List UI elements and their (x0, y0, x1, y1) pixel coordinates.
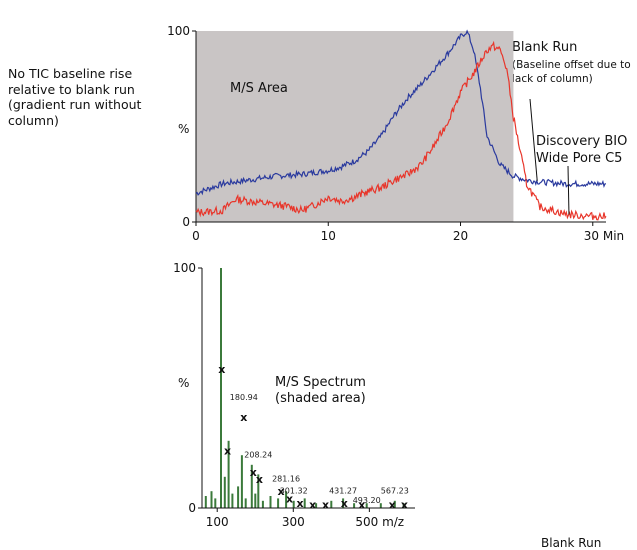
spectrum-peak-bar (210, 491, 213, 508)
spectrum-peak-bar (292, 500, 295, 508)
ms-spectrum-annotation-sub: (shaded area) (275, 391, 366, 406)
spectrum-peak-bar (277, 498, 280, 508)
spectrum-peak-label: 180.94 (230, 393, 258, 402)
spectrum-peak-bar (204, 496, 207, 508)
spectrum-peak-label: 567.23 (381, 487, 409, 496)
bottom-x-tick-label: 500 m/z (355, 515, 404, 529)
spectrum-peak-bar (379, 503, 382, 508)
spectrum-peak-bar (231, 493, 234, 508)
spectrum-peak-label: 493.20 (353, 496, 381, 505)
spectrum-x-marker: x (218, 363, 225, 376)
spectrum-peak-bar (285, 491, 288, 508)
spectrum-peak-bar (315, 503, 318, 508)
spectrum-peak-bar (353, 503, 356, 508)
series-blank-run-line (195, 29, 606, 196)
spectrum-peak-label: 208.24 (244, 451, 272, 460)
blank-run-pointer-line (529, 98, 538, 181)
spectrum-peak-bar (214, 498, 217, 508)
spectrum-peak-bar (237, 486, 240, 508)
spectrum-peak-bar (220, 268, 222, 508)
spectrum-peak-bar (257, 474, 260, 508)
spectrum-peak-bar (250, 464, 253, 508)
bottom-blank-run-label: Blank Run (541, 536, 602, 550)
spectrum-peak-bar (223, 476, 226, 508)
spectrum-peak-labels: 180.94 208.24 281.16 301.32 431.27493.20567.… (230, 393, 409, 505)
spectrum-peak-bar (330, 500, 333, 508)
spectrum-peak-bar (244, 498, 247, 508)
spectrum-x-marker: x (401, 498, 408, 511)
top-x-tick-label: 30 Min (584, 229, 624, 243)
spectrum-x-marker: x (240, 411, 247, 424)
ms-spectrum-annotation: M/S Spectrum (275, 375, 366, 390)
discovery-column-label: Discovery BIO Wide Pore C5 (536, 134, 628, 166)
spectrum-peak-bar (227, 440, 230, 508)
spectrum-peak-label: 301.32 (280, 487, 308, 496)
spectrum-x-marker: x (389, 498, 396, 511)
spectrum-x-marker: x (286, 492, 293, 505)
spectrum-peak-label: 431.27 (329, 487, 357, 496)
spectrum-peaks (204, 268, 405, 508)
bottom-y-tick-label: 100 (173, 261, 196, 275)
spectrum-x-marker: x (341, 497, 348, 510)
ms-area-shading (196, 31, 514, 222)
spectrum-peak-bar (402, 503, 405, 508)
spectrum-peak-label: 281.16 (272, 475, 300, 484)
spectrum-x-marker: x (256, 473, 263, 486)
spectrum-peak-bar (240, 455, 243, 508)
spectrum-x-marker: x (358, 498, 365, 511)
bottom-y-tick-label: 0 (188, 501, 196, 515)
top-x-ticks: 0 10 20 30 Min (192, 222, 624, 243)
spectrum-peak-bar (393, 500, 396, 508)
spectrum-peak-bar (269, 496, 272, 508)
series-discovery-c5-line (195, 40, 607, 221)
bottom-x-ticks: 100 300 500 m/z (206, 508, 404, 529)
spectrum-peak-bar (365, 503, 368, 508)
bottom-y-ticks: 0 100 (173, 261, 202, 515)
top-x-tick-label: 20 (453, 229, 468, 243)
note-no-tic-rise: No TIC baseline rise relative to blank r… (8, 66, 142, 128)
spectrum-x-marker: x (278, 485, 285, 498)
bottom-x-tick-label: 300 (282, 515, 305, 529)
top-y-tick-label: 100 (167, 24, 190, 38)
spectrum-x-marker: x (322, 498, 329, 511)
spectrum-peak-bar (303, 498, 306, 508)
spectrum-peak-bar (254, 493, 257, 508)
spectrum-peak-bar (261, 500, 264, 508)
bottom-y-axis-label: % (178, 376, 189, 390)
discovery-pointer-line (567, 165, 570, 215)
spectrum-x-marker: x (309, 498, 316, 511)
top-x-tick-label: 0 (192, 229, 200, 243)
chromatogram-chart: 0 100 0 10 20 30 Min % M/S Area (167, 24, 624, 243)
spectrum-x-marker: x (297, 497, 304, 510)
top-y-tick-label: 0 (182, 215, 190, 229)
spectrum-x-marker: x (250, 466, 257, 479)
blank-run-sublabel: (Baseline offset due to lack of column) (512, 59, 631, 86)
blank-run-label: Blank Run (512, 40, 578, 55)
spectrum-peak-bar (342, 498, 345, 508)
bottom-x-tick-label: 100 (206, 515, 229, 529)
top-y-axis-label: % (178, 122, 189, 136)
ms-area-annotation: M/S Area (230, 81, 288, 96)
top-y-ticks: 0 100 (167, 24, 196, 229)
spectrum-x-marker: x (224, 444, 231, 457)
top-x-tick-label: 10 (321, 229, 336, 243)
